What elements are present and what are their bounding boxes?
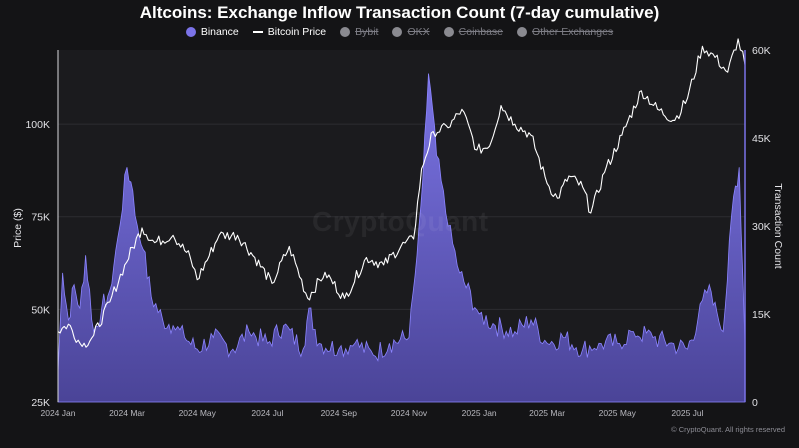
copyright-credit: © CryptoQuant. All rights reserved xyxy=(671,425,785,434)
watermark: CryptoQuant xyxy=(312,206,489,237)
x-tick-label: 2024 May xyxy=(179,408,217,418)
left-tick-label: 50K xyxy=(31,304,50,316)
left-tick-label: 25K xyxy=(31,397,50,409)
legend-item-other-exchanges[interactable]: Other Exchanges xyxy=(517,26,613,38)
legend-item-binance[interactable]: Binance xyxy=(185,26,239,38)
left-tick-label: 100K xyxy=(25,119,50,131)
legend-line-icon xyxy=(252,31,263,33)
x-tick-label: 2025 Jan xyxy=(462,408,497,418)
x-tick-label: 2024 Sep xyxy=(321,408,358,418)
legend-label: Bybit xyxy=(355,26,379,38)
right-axis-title: Transaction Count xyxy=(772,183,784,269)
binance-area-series xyxy=(57,73,746,403)
legend-dot-icon xyxy=(443,27,454,37)
legend-item-coinbase[interactable]: Coinbase xyxy=(443,26,504,38)
x-tick-label: 2024 Jul xyxy=(251,408,283,418)
right-tick-label: 30K xyxy=(752,221,771,233)
right-tick-label: 15K xyxy=(752,309,771,321)
x-tick-label: 2024 Nov xyxy=(391,408,428,418)
chart-legend: Binance Bitcoin Price Bybit OKX Coinbase… xyxy=(0,26,799,38)
legend-item-bitcoin-price[interactable]: Bitcoin Price xyxy=(252,26,327,38)
legend-label: Coinbase xyxy=(458,26,504,38)
x-tick-label: 2025 Jul xyxy=(671,408,703,418)
x-tick-label: 2024 Mar xyxy=(109,408,145,418)
legend-label: Bitcoin Price xyxy=(267,26,327,38)
legend-item-bybit[interactable]: Bybit xyxy=(340,26,378,38)
x-tick-label: 2025 May xyxy=(599,408,637,418)
x-tick-label: 2025 Mar xyxy=(529,408,565,418)
legend-dot-icon xyxy=(392,27,403,37)
legend-dot-icon xyxy=(185,27,196,37)
legend-item-okx[interactable]: OKX xyxy=(392,26,430,38)
left-tick-label: 75K xyxy=(31,212,50,224)
legend-label: Binance xyxy=(200,26,239,38)
x-tick-label: 2024 Jan xyxy=(41,408,76,418)
bitcoin-price-line-series xyxy=(57,38,746,348)
right-tick-label: 60K xyxy=(752,45,771,57)
legend-dot-icon xyxy=(517,27,528,37)
right-tick-label: 0 xyxy=(752,397,758,409)
right-tick-label: 45K xyxy=(752,133,771,145)
legend-dot-icon xyxy=(340,27,351,37)
legend-label: OKX xyxy=(407,26,430,38)
left-axis-title: Price ($) xyxy=(12,208,24,248)
chart-title: Altcoins: Exchange Inflow Transaction Co… xyxy=(139,3,660,22)
legend-label: Other Exchanges xyxy=(532,26,614,38)
